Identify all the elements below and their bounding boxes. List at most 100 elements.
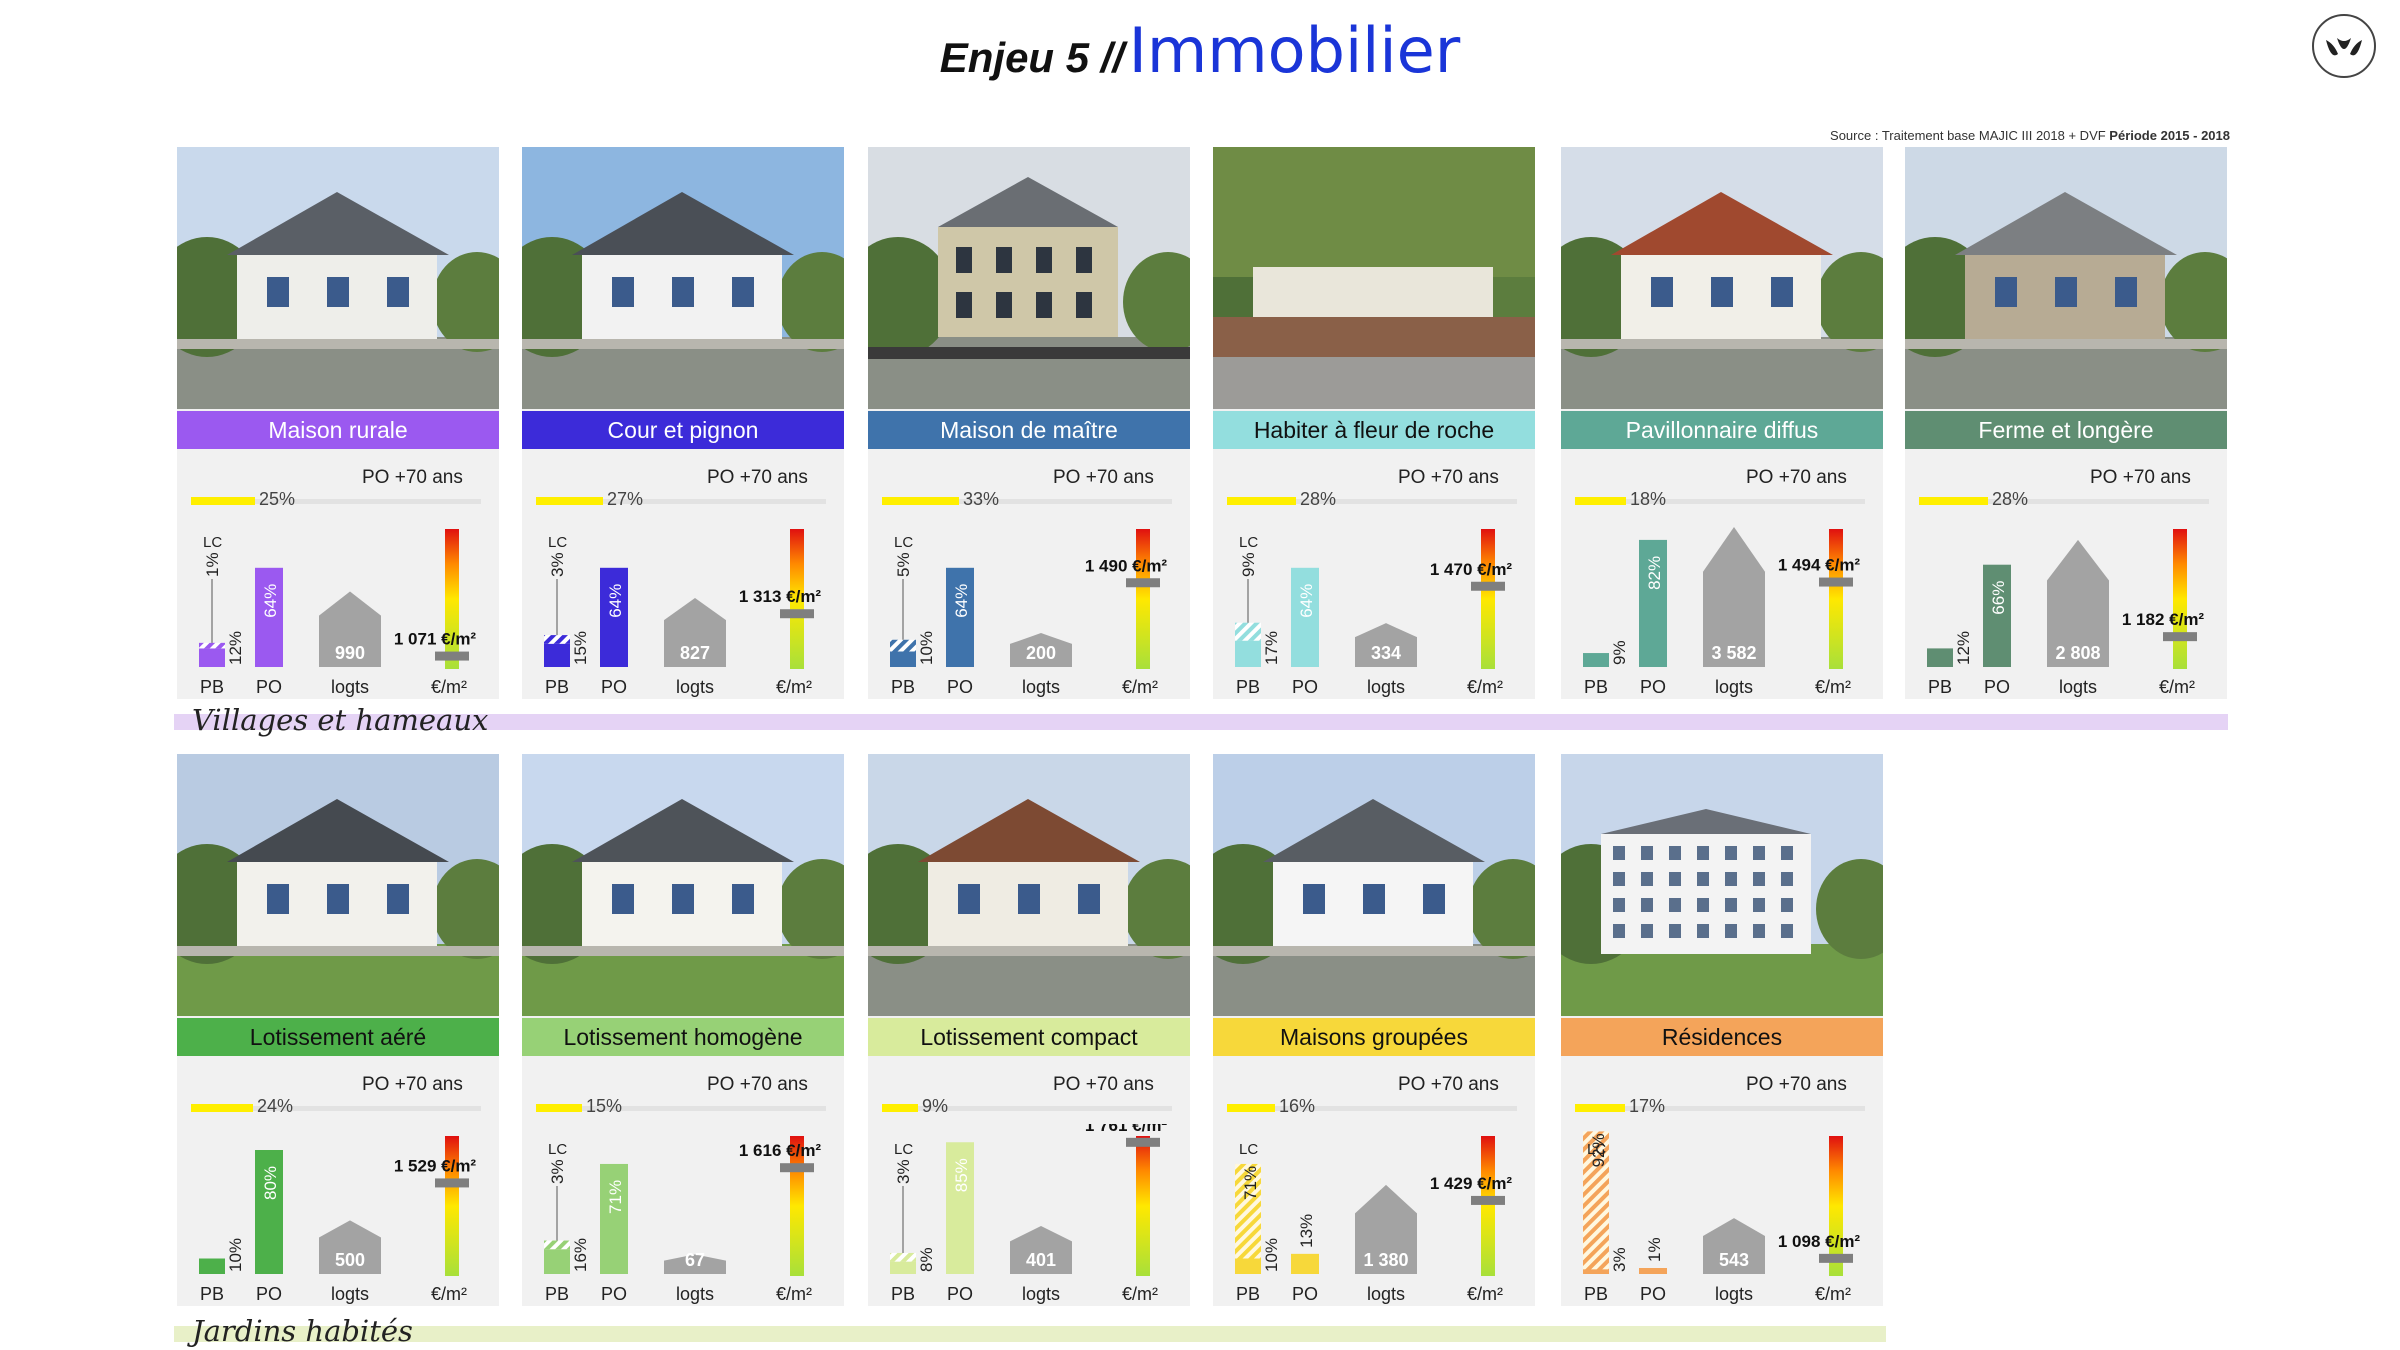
price-marker <box>1819 1253 1853 1263</box>
eurm2-label: €/m² <box>2159 677 2195 697</box>
po-value: 82% <box>1645 556 1664 590</box>
lc-bar <box>199 642 225 649</box>
po70-fill <box>536 1104 582 1112</box>
po-bar <box>255 1150 283 1274</box>
po-label: PO <box>256 677 282 697</box>
po70-value: 25% <box>259 489 296 509</box>
pb-label: PB <box>891 1284 915 1304</box>
card-title: Ferme et longère <box>1905 411 2227 449</box>
eurm2-label: €/m² <box>776 677 812 697</box>
price-marker <box>780 609 814 619</box>
po70-bar <box>191 1104 481 1112</box>
logts-house <box>1010 633 1072 667</box>
lotissement-aere-photo <box>177 754 499 1016</box>
po70-label: PO +70 ans <box>707 467 808 488</box>
pb-value: 10% <box>1262 1238 1281 1272</box>
logts-house <box>664 1254 726 1274</box>
logts-label: logts <box>1715 677 1753 697</box>
card-chart: 3% LC 8% 85% 401 1 761 €/m² PB PO logts €/m² <box>868 1124 1190 1304</box>
price-marker <box>1126 1137 1160 1147</box>
pb-bar <box>1927 648 1953 667</box>
pb-value: 16% <box>571 1238 590 1272</box>
logts-value: 990 <box>335 643 365 663</box>
po70-label: PO +70 ans <box>1746 467 1847 488</box>
po70-value: 33% <box>963 489 1000 509</box>
po70-bar <box>1227 497 1517 505</box>
ferme-longere-photo <box>1905 147 2227 409</box>
pb-label: PB <box>545 677 569 697</box>
po70-value: 9% <box>922 1096 949 1116</box>
card-chart: 3% LC 16% 71% 67 1 616 €/m² PB PO logts €/m² <box>522 1124 844 1304</box>
eurm2-label: €/m² <box>431 677 467 697</box>
price-value: 1 761 €/m² <box>1085 1124 1168 1135</box>
po-value: 64% <box>606 584 625 618</box>
price-marker <box>1471 1195 1505 1205</box>
logts-value: 200 <box>1026 643 1056 663</box>
po-bar <box>600 567 628 667</box>
pb-value: 3% <box>1610 1247 1629 1272</box>
price-marker <box>435 651 469 661</box>
po70-bar <box>1919 497 2209 505</box>
po70-fill <box>191 1104 253 1112</box>
logts-house <box>1703 1218 1765 1274</box>
lc-bar <box>1235 1163 1261 1274</box>
title-main: Immobilier <box>1128 14 1461 87</box>
po70-bar <box>536 497 826 505</box>
pb-label: PB <box>891 677 915 697</box>
price-gradient-bar <box>1829 529 1843 669</box>
leaf-logo-icon <box>2312 14 2376 78</box>
po70-bar <box>1575 1104 1865 1112</box>
po70-label: PO +70 ans <box>1746 1074 1847 1095</box>
lc-label: LC <box>1587 1141 1606 1158</box>
po70-value: 27% <box>607 489 644 509</box>
pb-value: 9% <box>1610 640 1629 665</box>
price-value: 1 071 €/m² <box>394 630 477 649</box>
price-marker <box>1471 581 1505 591</box>
price-gradient-bar <box>1136 529 1150 669</box>
price-gradient-bar <box>445 529 459 669</box>
typology-card: Maison rurale PO +70 ans 25% 1% LC 12% 64% 990 1… <box>177 147 499 699</box>
po70-label: PO +70 ans <box>1053 1074 1154 1095</box>
lc-bar <box>544 1240 570 1250</box>
price-value: 1 313 €/m² <box>739 587 822 606</box>
price-marker <box>780 1163 814 1173</box>
card-title: Lotissement homogène <box>522 1018 844 1056</box>
po-bar <box>255 567 283 667</box>
logts-label: logts <box>1367 1284 1405 1304</box>
po70-fill <box>1575 497 1626 505</box>
price-value: 1 490 €/m² <box>1085 556 1168 575</box>
po70-bar <box>882 497 1172 505</box>
logts-label: logts <box>331 1284 369 1304</box>
pavillonnaire-photo <box>1561 147 1883 409</box>
po70-value: 16% <box>1279 1096 1316 1116</box>
price-value: 1 429 €/m² <box>1430 1174 1513 1193</box>
fleur-roche-photo <box>1213 147 1535 409</box>
po70-fill <box>882 497 959 505</box>
po-bar <box>1639 539 1667 667</box>
po70-value: 28% <box>1300 489 1337 509</box>
pb-bar <box>199 648 225 667</box>
pb-bar <box>890 1261 916 1274</box>
po-label: PO <box>601 1284 627 1304</box>
po70-label: PO +70 ans <box>1398 467 1499 488</box>
lc-bar <box>890 1252 916 1262</box>
lc-label: LC <box>548 534 567 551</box>
group-label-jardins: Jardins habités <box>192 1314 413 1348</box>
lc-bar <box>1583 1131 1609 1274</box>
pb-value: 12% <box>226 631 245 665</box>
po-value: 64% <box>1297 584 1316 618</box>
po70-fill <box>1227 1104 1275 1112</box>
po70-label: PO +70 ans <box>2090 467 2191 488</box>
price-marker <box>435 1178 469 1188</box>
lc-value: 71% <box>1241 1166 1260 1200</box>
po-value: 71% <box>606 1180 625 1214</box>
eurm2-label: €/m² <box>776 1284 812 1304</box>
typology-card: Lotissement aéré PO +70 ans 24% 10% 80% 500 1 … <box>177 754 499 1306</box>
eurm2-label: €/m² <box>1122 677 1158 697</box>
logts-label: logts <box>1022 1284 1060 1304</box>
card-title: Habiter à fleur de roche <box>1213 411 1535 449</box>
logts-house <box>319 1220 381 1274</box>
logts-label: logts <box>1022 677 1060 697</box>
po-value: 64% <box>261 584 280 618</box>
card-title: Maison de maître <box>868 411 1190 449</box>
